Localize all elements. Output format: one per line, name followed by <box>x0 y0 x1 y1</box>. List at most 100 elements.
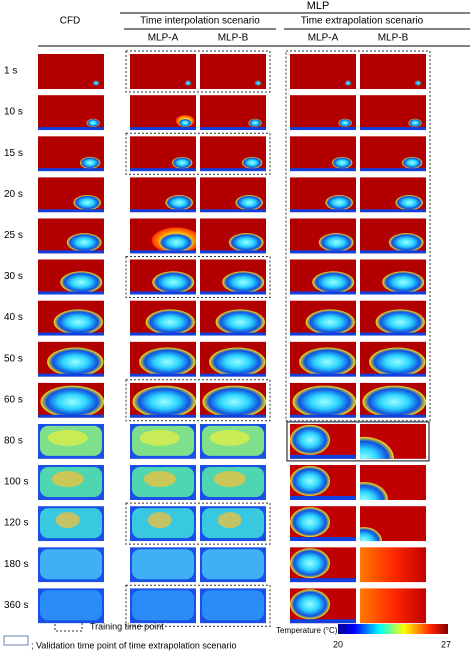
plume <box>248 118 262 128</box>
floor-layer <box>130 373 196 377</box>
floor-layer <box>130 414 196 418</box>
floor-layer <box>290 168 356 172</box>
plume <box>401 156 423 169</box>
plume <box>325 195 353 211</box>
plume <box>178 118 192 128</box>
training-box <box>125 379 271 422</box>
simulation-panel <box>360 423 426 459</box>
row-label: 1 s <box>4 66 17 77</box>
training-box <box>125 584 271 627</box>
floor-layer <box>38 291 104 295</box>
row-label: 40 s <box>4 312 23 323</box>
floor-layer <box>130 127 196 131</box>
simulation-panel <box>38 54 104 89</box>
plume <box>375 309 425 335</box>
plume <box>145 309 195 335</box>
training-box <box>125 50 271 93</box>
plume <box>290 466 330 496</box>
plume <box>241 156 263 169</box>
warm-core <box>213 471 246 487</box>
plume <box>255 80 262 86</box>
simulation-panel <box>200 547 266 583</box>
simulation-panel <box>38 259 104 295</box>
floor-layer <box>200 332 266 336</box>
simulation-panel <box>360 218 426 254</box>
plume <box>66 233 102 252</box>
plume <box>362 385 426 418</box>
background <box>290 54 356 89</box>
floor-layer <box>290 332 356 336</box>
field <box>40 590 102 621</box>
plume <box>331 156 353 169</box>
cold-region <box>360 527 382 542</box>
simulation-panel <box>38 218 104 254</box>
floor-layer <box>360 414 426 418</box>
simulation-panel <box>360 177 426 213</box>
legend-text: Training time point <box>90 621 164 631</box>
field <box>132 549 194 580</box>
simulation-panel <box>38 177 104 213</box>
simulation-panel <box>200 382 266 418</box>
colorbar <box>338 624 448 634</box>
simulation-panel <box>290 588 356 624</box>
floor-layer <box>360 209 426 213</box>
row-label: 25 s <box>4 230 23 241</box>
training-box <box>125 256 271 298</box>
colorbar-label: 27 <box>441 639 451 649</box>
plume <box>228 233 264 252</box>
simulation-panel <box>200 218 266 254</box>
background <box>360 547 426 583</box>
cold-region <box>360 436 394 459</box>
floor-layer <box>38 373 104 377</box>
floor-layer <box>290 414 356 418</box>
simulation-panel <box>38 588 104 624</box>
background <box>360 54 426 89</box>
colorbar-label: 20 <box>333 639 343 649</box>
simulation-panel <box>200 54 266 89</box>
floor-layer <box>130 291 196 295</box>
simulation-panel <box>290 136 356 172</box>
plume <box>305 309 355 335</box>
floor-layer <box>290 209 356 213</box>
plume <box>73 195 101 211</box>
simulation-panel <box>200 506 266 542</box>
simulation-panel <box>290 465 356 500</box>
simulation-panel <box>200 136 266 172</box>
plume <box>60 271 103 294</box>
row-label: 100 s <box>4 477 28 488</box>
simulation-panel <box>130 136 196 172</box>
validation-key <box>3 635 29 646</box>
simulation-panel <box>360 547 426 583</box>
plume <box>158 233 194 252</box>
simulation-panel <box>130 54 196 89</box>
floor-layer <box>360 332 426 336</box>
background <box>38 54 104 89</box>
simulation-panel <box>360 382 426 418</box>
simulation-panel <box>38 506 104 542</box>
simulation-panel <box>200 95 266 131</box>
row-label: 20 s <box>4 189 23 200</box>
field <box>202 590 264 621</box>
simulation-panel <box>130 177 196 213</box>
simulation-panel <box>130 300 196 336</box>
simulation-panel <box>290 341 356 377</box>
simulation-panel <box>130 259 196 295</box>
floor-layer <box>200 209 266 213</box>
plume <box>408 118 422 128</box>
simulation-panel <box>290 506 356 542</box>
plume <box>345 80 352 86</box>
row-label: 10 s <box>4 107 23 118</box>
simulation-panel <box>38 300 104 336</box>
floor-layer <box>290 250 356 254</box>
plume <box>388 233 424 252</box>
row-label: 80 s <box>4 436 23 447</box>
simulation-panel <box>360 136 426 172</box>
simulation-panel <box>290 177 356 213</box>
floor-layer <box>200 168 266 172</box>
warm-core <box>139 429 180 446</box>
floor-layer <box>360 168 426 172</box>
simulation-panel <box>360 95 426 131</box>
warm-core <box>47 429 88 446</box>
floor-layer <box>290 373 356 377</box>
